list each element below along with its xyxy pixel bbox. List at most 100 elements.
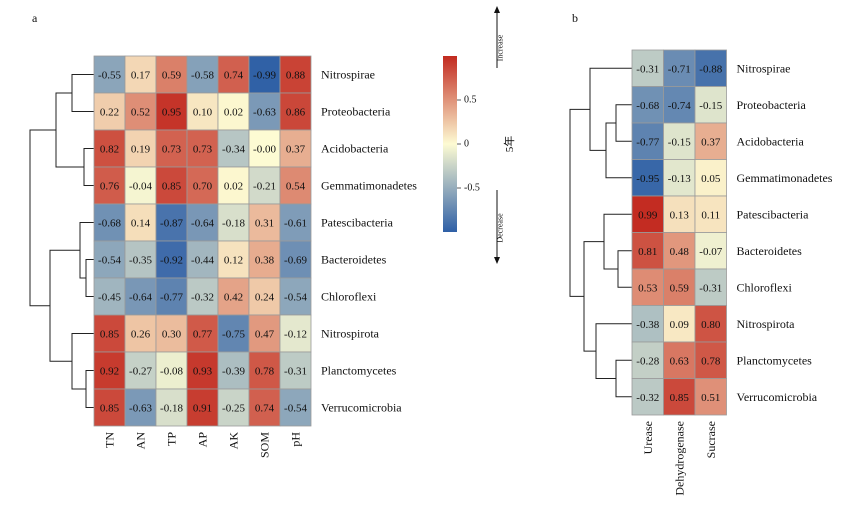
cell-value-label: -0.15 (668, 136, 691, 148)
cell-value-label: -0.18 (160, 403, 183, 415)
row-label: Patescibacteria (737, 207, 810, 221)
row-label: Gemmatimonadetes (737, 171, 833, 185)
dendrogram-branch (71, 333, 94, 390)
cell-value-label: 0.10 (193, 107, 213, 119)
column-label: AN (134, 432, 148, 450)
cell-value-label: 0.85 (100, 403, 120, 415)
cell-value-label: -0.99 (253, 70, 276, 82)
cell-value-label: 0.14 (131, 218, 151, 230)
row-label: Proteobacteria (321, 105, 391, 119)
cell-value-label: 0.93 (193, 366, 213, 378)
decrease-label: Decrease (496, 213, 505, 243)
panel-a-label: a (32, 11, 38, 25)
increase-arrow-icon (494, 6, 500, 13)
heatmap-cell (694, 122, 727, 160)
heatmap-cell (663, 378, 696, 416)
cell-value-label: 0.42 (224, 292, 243, 304)
heatmap-cell (155, 351, 188, 390)
heatmap-cell (186, 314, 219, 353)
heatmap-cell (248, 277, 281, 316)
heatmap-cell (663, 49, 696, 87)
cell-value-label: -0.08 (160, 366, 183, 378)
cell-value-label: 0.82 (100, 144, 119, 156)
row-label: Bacteroidetes (737, 244, 803, 258)
cell-value-label: -0.77 (160, 292, 183, 304)
cell-value-label: 0.19 (131, 144, 151, 156)
heatmap-cell (694, 195, 727, 233)
column-label: AP (196, 432, 210, 448)
dendrogram-b (569, 67, 632, 398)
heatmap-cell (248, 55, 281, 94)
heatmap-cell (279, 92, 312, 131)
column-label: AK (227, 432, 241, 450)
cell-value-label: -0.18 (222, 218, 245, 230)
dendrogram-branch (29, 129, 56, 307)
cell-value-label: 0.77 (193, 329, 213, 341)
cell-value-label: -0.04 (129, 181, 152, 193)
cell-value-label: -0.64 (129, 292, 152, 304)
heatmap-cell (217, 314, 250, 353)
dendrogram-branch (605, 122, 632, 179)
cell-value-label: 0.88 (286, 70, 306, 82)
heatmap-cell (186, 277, 219, 316)
cell-value-label: 0.05 (701, 173, 721, 185)
heatmap-cell (279, 129, 312, 168)
row-label: Acidobacteria (737, 134, 805, 148)
heatmap-cell (248, 166, 281, 205)
increase-label: Increase (496, 34, 505, 61)
heatmap-cell (93, 166, 126, 205)
row-label: Chloroflexi (321, 290, 377, 304)
cell-value-label: 0.78 (701, 355, 721, 367)
cell-value-label: -0.15 (699, 100, 722, 112)
row-label: Patescibacteria (321, 216, 394, 230)
cell-value-label: 0.22 (100, 107, 119, 119)
dendrogram-branch (569, 108, 590, 297)
cell-value-label: -0.69 (284, 255, 307, 267)
heatmap-b-column-labels: Urease Dehydrogenase Sucrase (641, 421, 718, 496)
cell-value-label: -0.31 (636, 63, 659, 75)
heatmap-cell (663, 341, 696, 379)
heatmap-cell (186, 388, 219, 427)
heatmap-cell (124, 314, 157, 353)
cell-value-label: 0.91 (193, 403, 212, 415)
cell-value-label: 0.09 (670, 319, 690, 331)
dendrogram-branch (615, 104, 632, 142)
row-label: Nitrospirota (737, 317, 796, 331)
row-label: Proteobacteria (737, 98, 807, 112)
legend-tick-high: 0.5 (464, 95, 477, 106)
cell-value-label: 0.38 (255, 255, 275, 267)
cell-value-label: -0.68 (636, 100, 659, 112)
heatmap-b-cells: -0.31 -0.71 -0.88 -0.68 -0.74 -0.15 -0.77 -0.15… (631, 49, 727, 416)
heatmap-cell (279, 240, 312, 279)
dendrogram-branch (49, 249, 80, 362)
cell-value-label: -0.13 (668, 173, 691, 185)
dendrogram-a (29, 74, 94, 408)
cell-value-label: 0.85 (100, 329, 120, 341)
row-label: Verrucomicrobia (321, 401, 402, 415)
heatmap-b-row-labels: Nitrospirae Proteobacteria Acidobacteria Ge… (737, 61, 833, 404)
row-label: Chloroflexi (737, 280, 793, 294)
row-label: Verrucomicrobia (737, 390, 818, 404)
heatmap-cell (93, 277, 126, 316)
heatmap-cell (217, 388, 250, 427)
cell-value-label: -0.21 (253, 181, 276, 193)
heatmap-cell (217, 129, 250, 168)
cell-value-label: 0.85 (670, 392, 690, 404)
cell-value-label: -0.54 (98, 255, 121, 267)
cell-value-label: 0.17 (131, 70, 151, 82)
heatmap-cell (155, 277, 188, 316)
heatmap-cell (279, 388, 312, 427)
heatmap-cell (217, 240, 250, 279)
cell-value-label: -0.35 (129, 255, 152, 267)
cell-value-label: -0.39 (222, 366, 245, 378)
heatmap-cell (217, 351, 250, 390)
cell-value-label: 0.37 (286, 144, 306, 156)
cell-value-label: 0.86 (286, 107, 306, 119)
cell-value-label: -0.28 (636, 355, 659, 367)
cell-value-label: 0.02 (224, 107, 243, 119)
dendrogram-branch (617, 250, 632, 288)
cell-value-label: 0.74 (224, 70, 244, 82)
panel-b-label: b (572, 11, 578, 25)
decrease-arrow-icon (494, 257, 500, 264)
heatmap-cell (663, 86, 696, 124)
